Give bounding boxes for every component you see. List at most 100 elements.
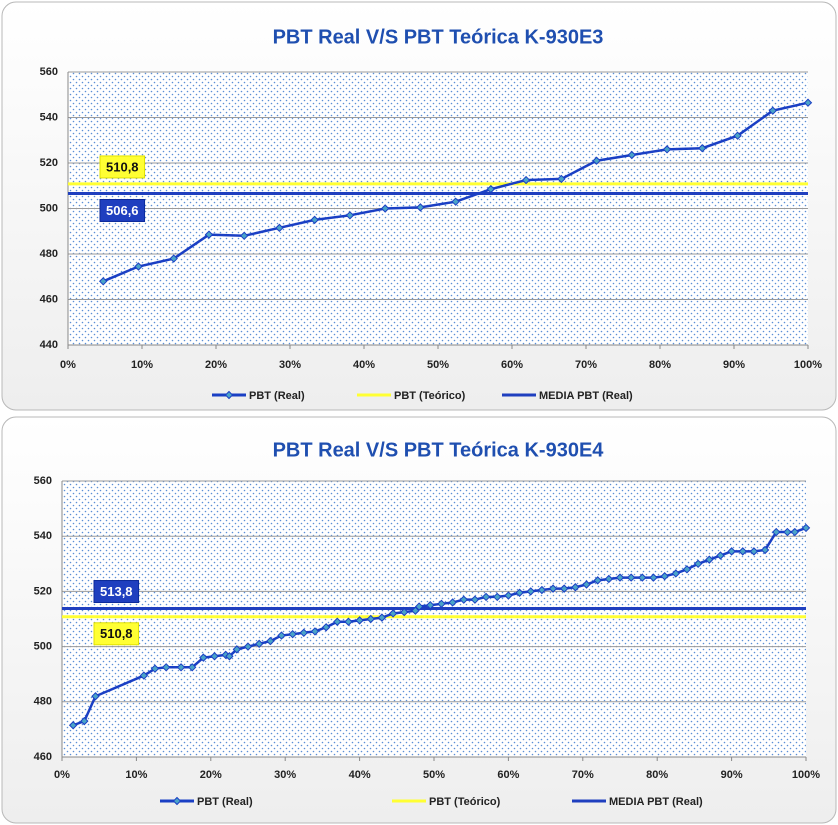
value-label: 506,6 — [106, 203, 139, 218]
x-tick-label: 70% — [575, 359, 597, 371]
y-tick-label: 560 — [40, 66, 58, 78]
data-point — [470, 595, 480, 604]
data-point — [377, 613, 387, 622]
y-tick-label: 540 — [40, 111, 58, 123]
data-point — [288, 629, 297, 639]
x-tick-label: 100% — [794, 359, 822, 371]
y-tick-label: 460 — [34, 751, 52, 763]
data-point — [738, 547, 747, 556]
x-tick-label: 10% — [131, 359, 153, 371]
x-tick-label: 40% — [349, 769, 371, 781]
data-point — [749, 547, 759, 556]
data-point — [451, 197, 460, 206]
value-label-box — [99, 198, 146, 222]
data-point — [638, 573, 647, 582]
data-point — [548, 584, 558, 593]
data-point — [80, 716, 89, 726]
data-point — [169, 254, 178, 263]
legend-label: PBT (Real) — [249, 390, 305, 402]
data-point — [161, 663, 171, 672]
y-tick-label: 520 — [34, 585, 52, 597]
data-point — [486, 184, 496, 194]
data-point — [604, 574, 614, 584]
data-point — [275, 223, 284, 233]
legend-label: MEDIA PBT (Real) — [539, 390, 633, 402]
x-tick-label: 80% — [646, 769, 668, 781]
data-point — [199, 653, 208, 662]
data-point — [582, 580, 591, 589]
data-point — [210, 652, 219, 661]
data-point — [388, 609, 398, 618]
x-tick-label: 30% — [274, 769, 296, 781]
x-tick-label: 100% — [792, 769, 820, 781]
value-label: 510,8 — [100, 626, 133, 641]
data-point — [559, 584, 569, 593]
x-tick-label: 0% — [54, 769, 70, 781]
x-tick-label: 50% — [427, 359, 449, 371]
data-point — [380, 204, 390, 213]
x-tick-label: 60% — [501, 359, 523, 371]
chart-title: PBT Real V/S PBT Teórica K-930E3 — [273, 26, 604, 48]
data-point — [355, 616, 364, 625]
data-point — [254, 639, 264, 649]
x-tick-label: 90% — [721, 769, 743, 781]
legend-label: PBT (Real) — [197, 796, 253, 808]
data-point — [345, 211, 355, 220]
data-point — [671, 569, 681, 578]
y-tick-label: 540 — [34, 530, 52, 542]
y-tick-label: 480 — [34, 696, 52, 708]
data-point — [437, 599, 446, 609]
data-point — [139, 671, 149, 680]
data-point — [760, 545, 770, 555]
data-point — [727, 547, 736, 556]
data-point — [537, 585, 547, 595]
legend-label: PBT (Teórico) — [429, 796, 501, 808]
x-tick-label: 60% — [497, 769, 519, 781]
data-point — [803, 98, 813, 107]
x-tick-label: 20% — [205, 359, 227, 371]
data-point — [321, 623, 331, 632]
data-point — [504, 591, 513, 600]
x-tick-label: 40% — [353, 359, 375, 371]
data-point — [400, 607, 409, 617]
x-tick-label: 20% — [200, 769, 222, 781]
data-point — [693, 559, 703, 569]
data-point — [225, 652, 234, 661]
data-point — [333, 617, 342, 626]
data-point — [772, 527, 781, 537]
data-point — [649, 573, 658, 582]
data-point — [627, 150, 637, 160]
data-point — [299, 628, 309, 638]
y-tick-label: 500 — [40, 202, 58, 214]
data-point — [344, 617, 353, 626]
legend-marker — [224, 390, 234, 400]
data-point — [768, 106, 777, 115]
data-point — [310, 627, 320, 636]
legend-marker — [172, 796, 182, 806]
data-point — [310, 215, 319, 225]
x-tick-label: 10% — [125, 769, 147, 781]
data-point — [134, 262, 143, 271]
value-label: 510,8 — [106, 159, 139, 174]
data-point — [705, 555, 714, 564]
data-point — [232, 645, 242, 654]
data-point — [801, 523, 811, 533]
data-point — [716, 551, 725, 560]
data-point — [366, 614, 375, 624]
data-point — [626, 573, 636, 582]
y-tick-label: 520 — [40, 157, 58, 169]
x-tick-label: 90% — [723, 359, 745, 371]
chart-title: PBT Real V/S PBT Teórica K-930E4 — [273, 439, 605, 461]
data-point — [239, 231, 249, 241]
data-point — [416, 203, 425, 212]
data-point — [593, 576, 602, 585]
data-point — [459, 595, 468, 604]
data-point — [526, 587, 535, 596]
data-point — [277, 631, 286, 640]
data-point — [411, 606, 420, 615]
value-label-box — [99, 155, 146, 179]
data-point — [68, 721, 78, 730]
data-point — [662, 145, 672, 154]
plot-area — [62, 481, 806, 757]
